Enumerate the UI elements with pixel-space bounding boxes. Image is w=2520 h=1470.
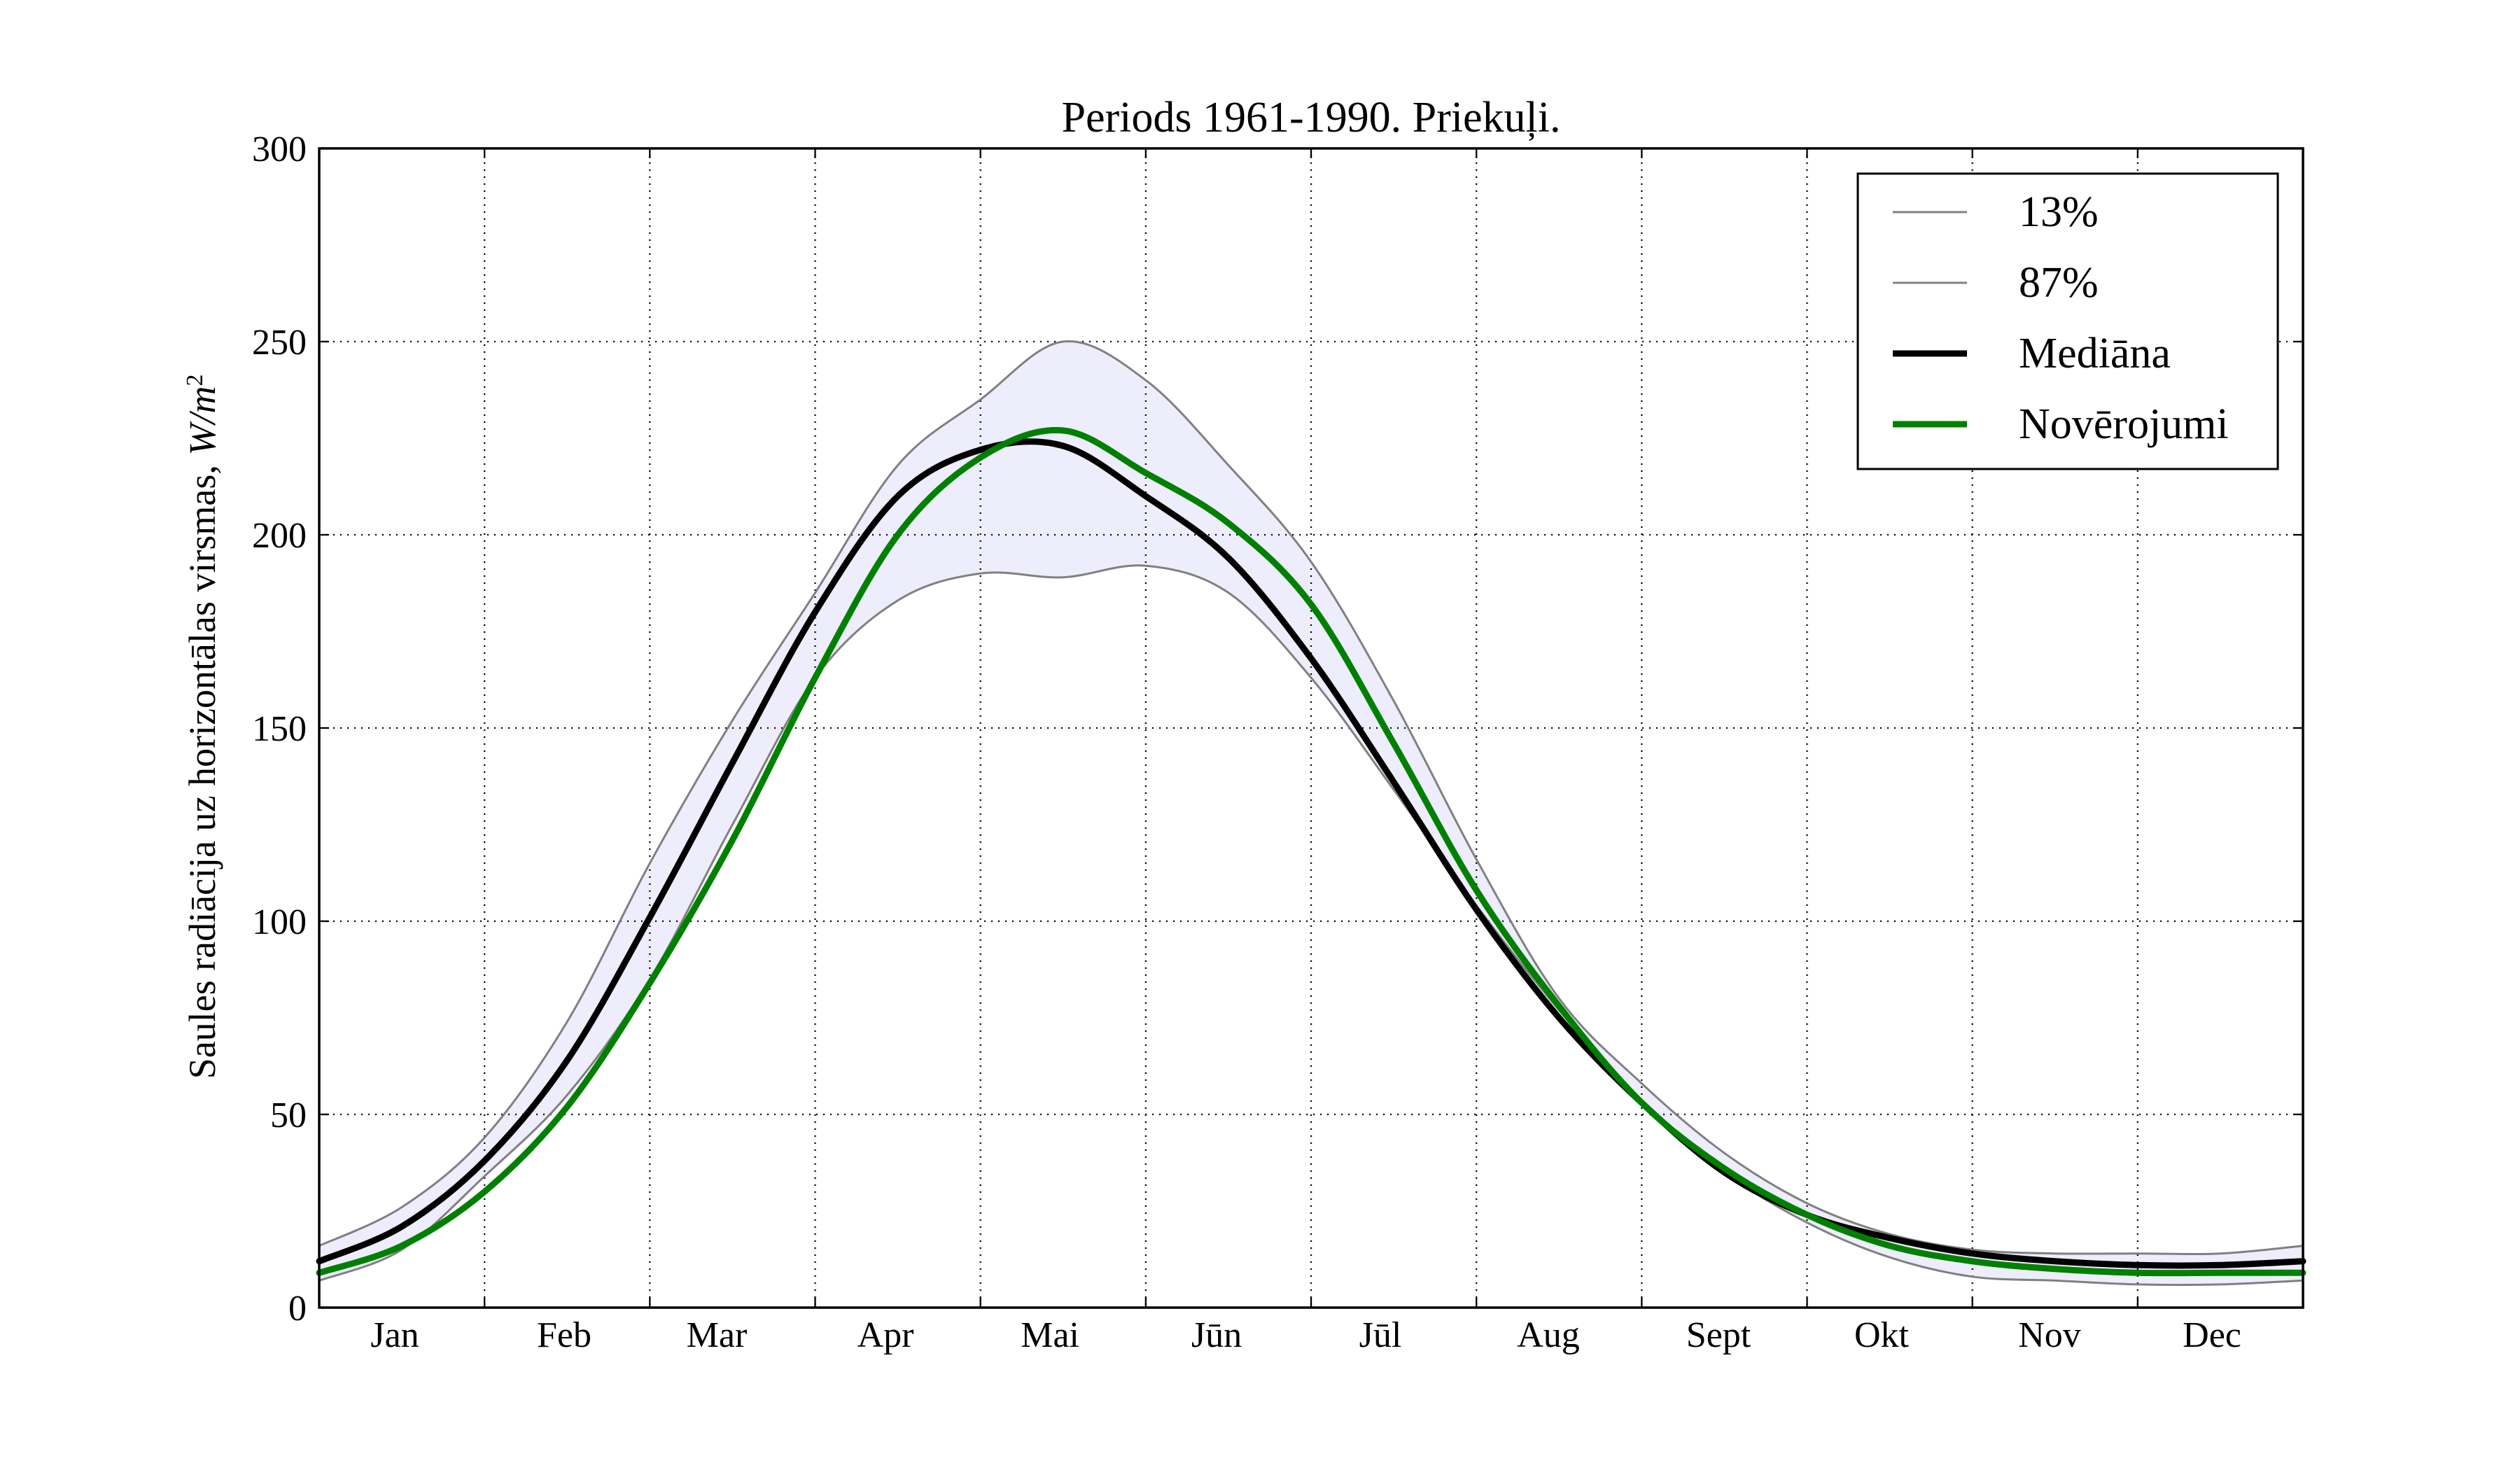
x-tick-label-month: Jūl [1359,1315,1402,1355]
y-tick-label: 150 [252,709,307,749]
legend-label: Mediāna [2019,330,2171,377]
x-tick-label-month: Aug [1517,1315,1580,1355]
legend-label: 87% [2019,259,2099,307]
x-tick-label-month: Jan [370,1315,419,1355]
percentile-band [319,341,2303,1285]
series-line-4 [316,427,2306,1277]
chart-title: Periods 1961-1990. Priekuļi. [1062,94,1561,141]
legend-box [1856,172,2279,470]
series-lines-layer [316,340,2306,1287]
series-line-3 [316,438,2306,1269]
x-tick-label-month: Sept [1686,1315,1751,1355]
x-tick-label-month: Mar [687,1315,748,1355]
x-tick-label-month: Apr [858,1315,914,1355]
legend-label: Novērojumi [2019,400,2229,448]
y-axis-label-text: Saules radiācija uz horizontālas virsmas… [181,456,223,1079]
legend: 13% 87% Mediāna Novērojumi [1856,172,2279,470]
y-axis-label-units: W/m [181,386,223,456]
x-tick-label-month: Okt [1854,1315,1910,1355]
ticks-layer: 0 50 100 150 200 250 300 Jan Feb Mar Apr Mai Jūn Jūl A… [252,130,2303,1355]
y-tick-label: 50 [270,1096,307,1135]
x-tick-label-month: Mai [1021,1315,1079,1355]
x-tick-label-month: Jūn [1191,1315,1242,1355]
y-tick-label: 100 [252,902,307,942]
legend-label: 13% [2019,188,2099,236]
y-axis-label: Saules radiācija uz horizontālas virsmas… [181,374,223,1079]
y-axis-label-exponent: 2 [182,374,208,386]
y-tick-label: 200 [252,516,307,556]
y-tick-label: 0 [288,1289,307,1329]
x-tick-label-month: Dec [2183,1315,2241,1355]
x-tick-label-month: Feb [537,1315,592,1355]
percentile-band-layer [319,341,2303,1285]
series-line-2 [318,340,2304,1256]
y-tick-label: 250 [252,323,307,363]
x-tick-label-month: Nov [2018,1315,2081,1355]
y-tick-label: 300 [252,130,307,169]
